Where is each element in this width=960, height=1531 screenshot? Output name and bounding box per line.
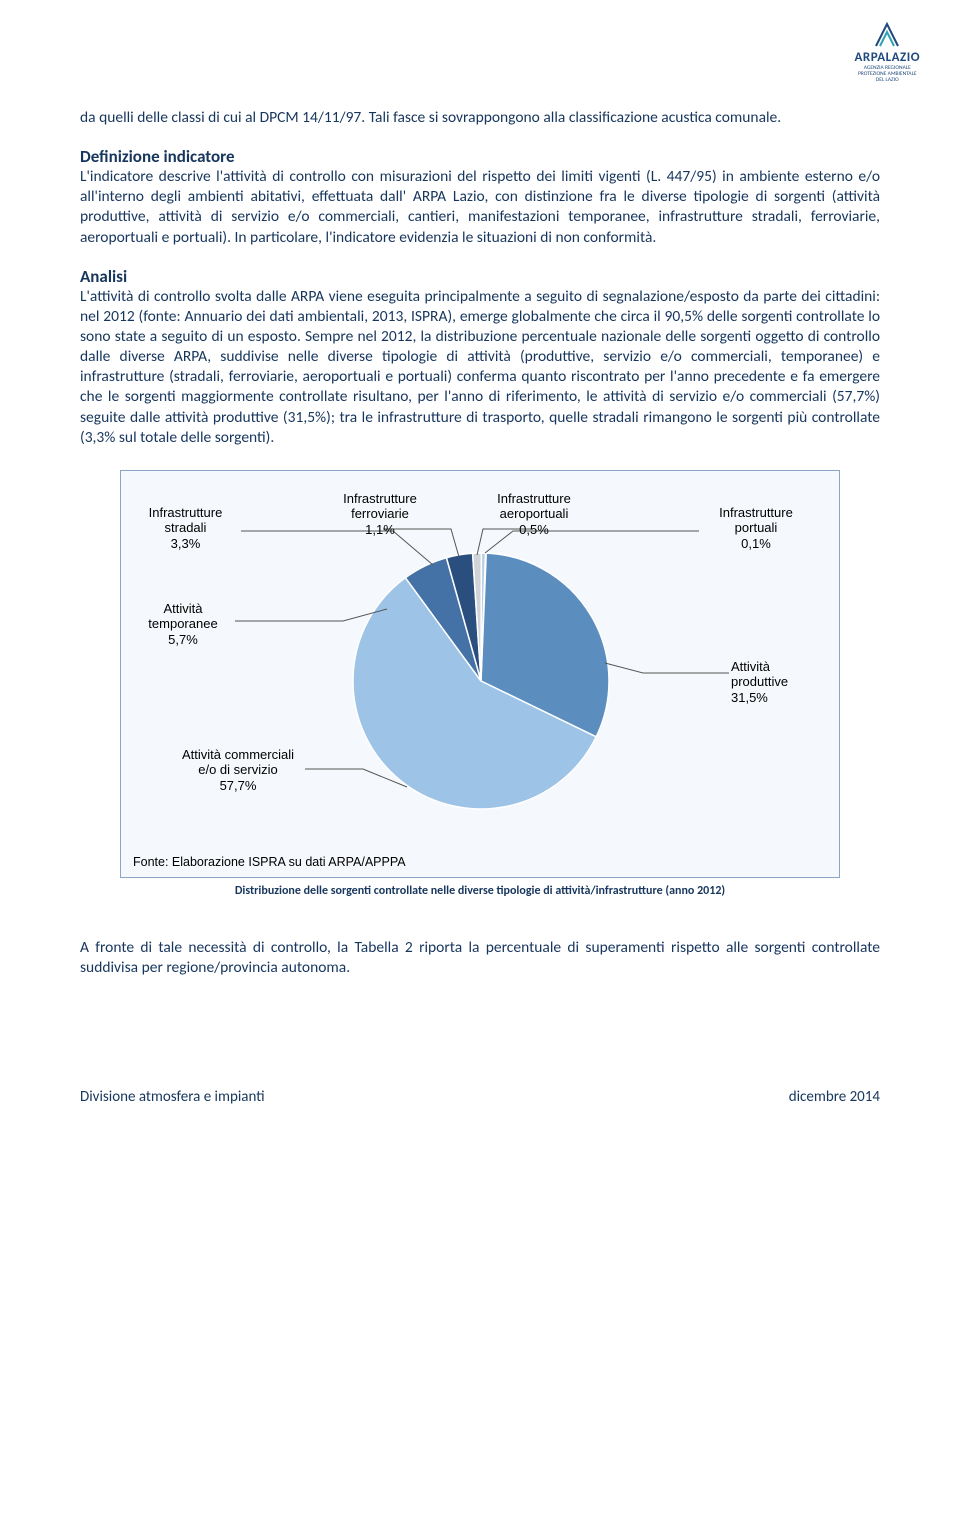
heading-analisi: Analisi	[80, 266, 880, 287]
label-produttive: Attività produttive31,5%	[731, 659, 826, 706]
label-portuali: Infrastrutture portuali0,1%	[701, 505, 811, 552]
footer-left: Divisione atmosfera e impianti	[80, 1088, 265, 1106]
footer: Divisione atmosfera e impianti dicembre …	[80, 1088, 880, 1106]
pie-chart-container: Infrastrutture stradali3,3% Infrastruttu…	[120, 470, 840, 878]
label-ferroviarie: Infrastrutture ferroviarie1,1%	[325, 491, 435, 538]
logo-title: ARPALAZIO	[855, 50, 920, 65]
pie-slices	[351, 551, 611, 811]
after-chart-paragraph: A fronte di tale necessità di controllo,…	[80, 938, 880, 978]
intro-paragraph: da quelli delle classi di cui al DPCM 14…	[80, 108, 880, 128]
chart-source: Fonte: Elaborazione ISPRA su dati ARPA/A…	[133, 855, 827, 869]
analisi-paragraph: L'attività di controllo svolta dalle ARP…	[80, 287, 880, 448]
heading-definizione: Definizione indicatore	[80, 146, 880, 167]
pie-chart: Infrastrutture stradali3,3% Infrastruttu…	[133, 491, 827, 841]
label-aeroportuali: Infrastrutture aeroportuali0,5%	[479, 491, 589, 538]
definizione-paragraph: L'indicatore descrive l'attività di cont…	[80, 167, 880, 248]
logo-sub3: DEL LAZIO	[855, 77, 920, 83]
logo-icon	[868, 18, 906, 48]
label-stradali: Infrastrutture stradali3,3%	[133, 505, 238, 552]
logo: ARPALAZIO AGENZIA REGIONALE PROTEZIONE A…	[855, 18, 920, 83]
label-commerciali: Attività commerciali e/o di servizio57,7…	[173, 747, 303, 794]
footer-right: dicembre 2014	[789, 1088, 880, 1106]
label-temporanee: Attività temporanee5,7%	[133, 601, 233, 648]
chart-caption: Distribuzione delle sorgenti controllate…	[80, 884, 880, 898]
